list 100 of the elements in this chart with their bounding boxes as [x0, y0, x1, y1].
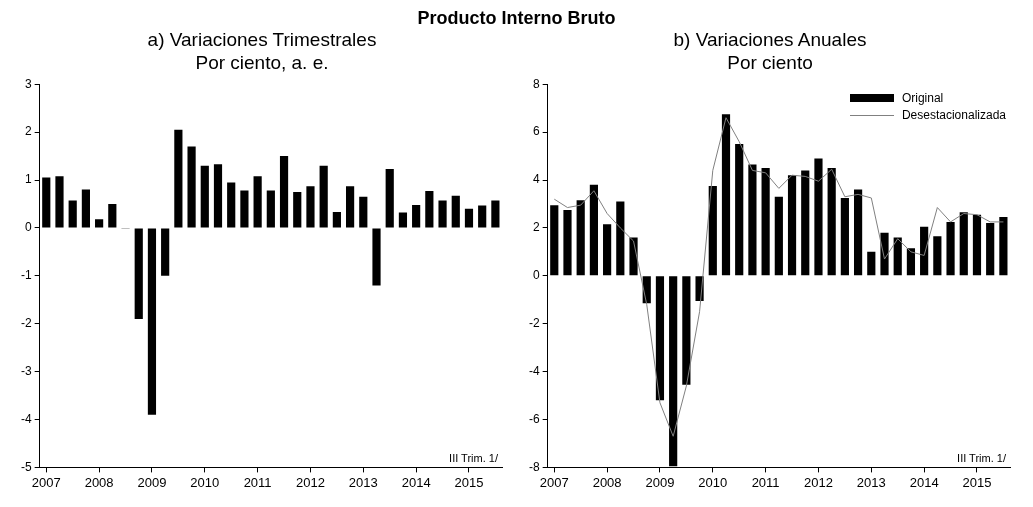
bar: [854, 189, 863, 276]
bar: [986, 223, 995, 276]
bar: [174, 129, 183, 228]
bar: [946, 221, 955, 276]
chart-title: a) Variaciones Trimestrales: [146, 28, 378, 51]
bar: [920, 226, 929, 276]
x-tick-label: 2012: [296, 474, 325, 490]
bar: [827, 168, 836, 276]
y-tick-label: 6: [532, 124, 540, 139]
bar: [240, 190, 249, 228]
bar: [589, 184, 598, 276]
chart-subtitle: Por ciento: [726, 51, 814, 74]
chart-title: b) Variaciones Anuales: [672, 28, 868, 51]
bar: [774, 196, 783, 276]
y-tick-label: 3: [24, 76, 32, 91]
bar: [972, 214, 982, 276]
bar: [372, 228, 381, 286]
text: Producto Interno Bruto: [416, 8, 617, 28]
legend-label: Original: [901, 91, 944, 106]
y-tick-label: 8: [532, 76, 540, 91]
x-tick-label: 2011: [751, 474, 780, 490]
y-tick-label: -5: [21, 459, 32, 474]
bar: [906, 248, 916, 276]
bar: [398, 212, 408, 228]
x-tick-label: 2008: [84, 474, 114, 490]
annotation: III Trim. 1/: [449, 451, 499, 464]
bar: [893, 237, 902, 276]
bar: [213, 164, 223, 228]
bar: [438, 200, 447, 228]
bar: [385, 168, 394, 228]
bar: [563, 209, 572, 276]
x-tick-label: 2012: [804, 474, 833, 490]
bar: [147, 228, 157, 415]
y-tick-label: -1: [21, 268, 32, 283]
y-tick-label: 0: [532, 268, 540, 283]
x-tick-label: 2008: [592, 474, 622, 490]
bar: [491, 200, 500, 228]
bar: [108, 203, 117, 228]
bar: [933, 236, 942, 276]
bar: [682, 276, 691, 385]
y-tick-label: -2: [529, 316, 540, 331]
x-tick-label: 2007: [31, 474, 61, 490]
x-tick-label: 2014: [401, 474, 431, 490]
bar: [840, 197, 849, 276]
bar: [655, 276, 665, 401]
bar: [332, 212, 341, 228]
bar: [603, 224, 612, 276]
bar: [266, 190, 275, 228]
bar: [721, 114, 731, 276]
bar: [306, 186, 315, 228]
y-tick-label: -6: [529, 411, 540, 426]
bar: [95, 219, 104, 228]
bar: [425, 191, 434, 228]
x-tick-label: 2007: [539, 474, 569, 490]
y-tick-label: -4: [529, 363, 540, 378]
bar: [161, 228, 170, 276]
y-tick-label: -2: [21, 316, 32, 331]
bar: [346, 186, 355, 228]
bar: [412, 204, 421, 228]
y-tick-label: 4: [532, 172, 540, 187]
y-tick-label: 1: [24, 172, 32, 187]
bar: [735, 144, 744, 276]
x-tick-label: 2009: [137, 474, 167, 490]
bar: [200, 165, 209, 228]
x-tick-label: 2015: [962, 474, 992, 490]
bar: [134, 228, 143, 319]
bar: [279, 156, 289, 228]
y-tick-label: 2: [532, 220, 540, 235]
bar: [319, 165, 328, 228]
bar: [814, 158, 823, 276]
bar: [253, 176, 262, 228]
bar: [187, 146, 196, 228]
x-tick-label: 2010: [698, 474, 728, 490]
bar: [999, 217, 1008, 276]
bar: [55, 176, 64, 228]
bar: [761, 168, 770, 276]
bar: [801, 170, 810, 276]
bar: [451, 195, 460, 228]
y-tick-label: -3: [21, 363, 32, 378]
bar: [748, 164, 757, 276]
bar: [787, 175, 797, 276]
x-tick-label: 2014: [909, 474, 939, 490]
legend-label: Desestacionalizada: [901, 108, 1006, 123]
bar: [550, 205, 559, 276]
bar: [227, 182, 236, 228]
bar: [359, 196, 368, 228]
x-tick-label: 2015: [454, 474, 484, 490]
y-tick-label: -8: [529, 459, 540, 474]
x-tick-label: 2013: [856, 474, 886, 490]
annotation: III Trim. 1/: [957, 451, 1007, 464]
bar: [616, 201, 625, 276]
x-tick-label: 2013: [348, 474, 378, 490]
bar: [708, 185, 717, 276]
x-tick-label: 2011: [243, 474, 272, 490]
y-tick-label: -4: [21, 411, 32, 426]
bar: [867, 251, 876, 276]
bar: [464, 208, 474, 228]
bar: [42, 177, 51, 228]
bar: [959, 212, 968, 276]
y-tick-label: 0: [24, 220, 32, 235]
